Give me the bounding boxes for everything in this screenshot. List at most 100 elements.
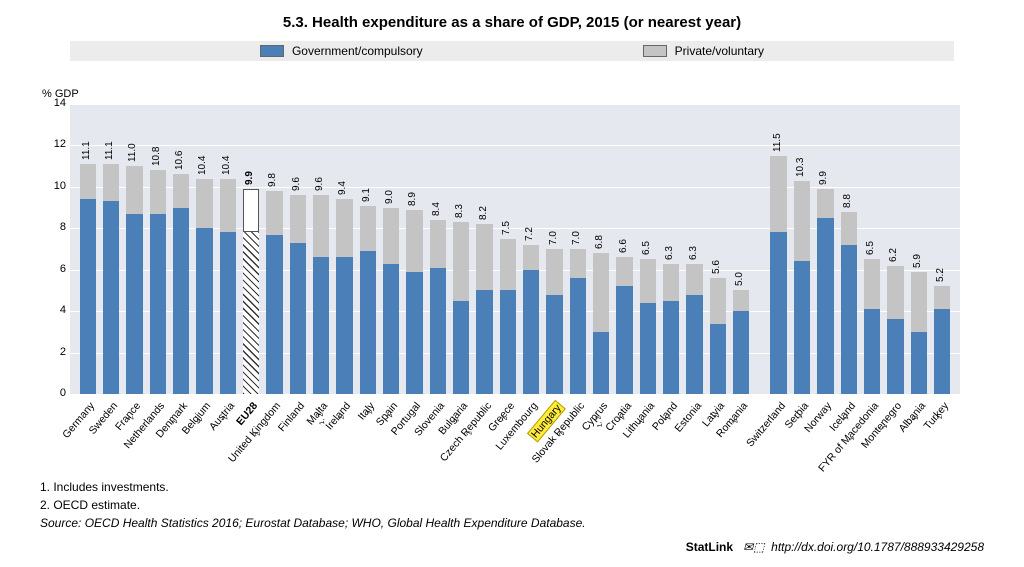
bar-column: 10.8: [150, 104, 166, 394]
bar-seg-private: [336, 199, 352, 257]
bar-seg-government: [243, 232, 259, 394]
bar-group: 7.5: [496, 104, 519, 394]
bar-seg-government: [453, 301, 469, 394]
footnote-2: 2. OECD estimate.: [40, 496, 169, 514]
bar-seg-private: [360, 206, 376, 252]
bar-value-label: 10.4: [197, 155, 208, 174]
x-label: Austria2: [207, 400, 237, 433]
bar-value-label: 8.2: [478, 206, 489, 220]
bar-value-label: 5.0: [734, 273, 745, 287]
bar-seg-government: [710, 324, 726, 394]
bar-group: 10.4: [193, 104, 216, 394]
bar-column: 6.5: [864, 104, 880, 394]
bar-seg-government: [770, 232, 786, 394]
bar-value-label: 7.5: [501, 221, 512, 235]
bar-group: 9.6: [286, 104, 309, 394]
bar-column: 10.4: [220, 104, 236, 394]
bar-value-label: 10.6: [174, 151, 185, 170]
y-tick: 12: [42, 138, 66, 150]
bar-seg-government: [887, 319, 903, 394]
bar-seg-government: [196, 228, 212, 394]
bar-group: 6.2: [884, 104, 907, 394]
bar-value-label: 5.9: [912, 254, 923, 268]
statlink[interactable]: StatLink ✉⬚ http://dx.doi.org/10.1787/88…: [686, 540, 984, 554]
bar-value-label: 11.5: [772, 133, 783, 152]
bar-seg-private: [243, 189, 259, 233]
statlink-label: StatLink: [686, 540, 733, 554]
bar-group: 11.1: [76, 104, 99, 394]
bar-value-label: 9.6: [314, 177, 325, 191]
chart-area: 11.111.111.010.810.610.410.49.99.89.69.6…: [70, 104, 960, 394]
bar-seg-private: [173, 174, 189, 207]
bar-group: 10.6: [169, 104, 192, 394]
bar-seg-government: [733, 311, 749, 394]
bar-value-label: 8.4: [431, 202, 442, 216]
bar-seg-government: [841, 245, 857, 394]
footnote-1: 1. Includes investments.: [40, 478, 169, 496]
bar-seg-private: [453, 222, 469, 301]
bar-seg-private: [150, 170, 166, 214]
bar-column: 8.8: [841, 104, 857, 394]
bar-group: 9.9: [239, 104, 262, 394]
bar-column: 6.6: [616, 104, 632, 394]
bar-seg-private: [196, 179, 212, 229]
bars-container: 11.111.111.010.810.610.410.49.99.89.69.6…: [76, 104, 954, 394]
bar-seg-private: [523, 245, 539, 270]
bar-value-label: 8.3: [454, 204, 465, 218]
bar-value-label: 9.1: [361, 188, 372, 202]
bar-value-label: 10.8: [151, 147, 162, 166]
bar-column: 7.2: [523, 104, 539, 394]
bar-seg-private: [934, 286, 950, 309]
statlink-icon: ✉⬚: [743, 540, 764, 554]
legend-label-gov: Government/compulsory: [292, 44, 423, 58]
bar-column: 9.6: [313, 104, 329, 394]
bar-group: 5.9: [907, 104, 930, 394]
bar-column: 10.3: [794, 104, 810, 394]
bar-group: 8.8: [837, 104, 860, 394]
bar-group: 9.1: [356, 104, 379, 394]
bar-seg-private: [841, 212, 857, 245]
y-tick: 0: [42, 387, 66, 399]
bar-seg-government: [686, 295, 702, 394]
bar-value-label: 9.8: [267, 173, 278, 187]
bar-group: 6.6: [613, 104, 636, 394]
bar-seg-government: [640, 303, 656, 394]
bar-seg-private: [500, 239, 516, 291]
legend-item-gov: Government/compulsory: [260, 44, 423, 58]
bar-column: 11.1: [80, 104, 96, 394]
legend-item-priv: Private/voluntary: [643, 44, 764, 58]
y-tick: 2: [42, 346, 66, 358]
bar-seg-government: [383, 264, 399, 395]
bar-group: 6.3: [683, 104, 706, 394]
bar-column: 11.0: [126, 104, 142, 394]
bar-seg-private: [640, 259, 656, 303]
bar-seg-private: [733, 290, 749, 311]
bar-seg-private: [887, 266, 903, 320]
bar-value-label: 7.0: [548, 231, 559, 245]
bar-column: 6.3: [686, 104, 702, 394]
bar-value-label: 8.8: [842, 194, 853, 208]
bar-seg-government: [500, 290, 516, 394]
bar-column: 5.2: [934, 104, 950, 394]
chart-legend: Government/compulsory Private/voluntary: [70, 41, 954, 61]
bar-seg-government: [817, 218, 833, 394]
bar-seg-government: [406, 272, 422, 394]
bar-column: 5.9: [911, 104, 927, 394]
gridline: [70, 394, 960, 395]
bar-group: 8.2: [473, 104, 496, 394]
bar-column: 10.6: [173, 104, 189, 394]
bar-group: 6.5: [636, 104, 659, 394]
bar-seg-government: [593, 332, 609, 394]
y-tick: 6: [42, 263, 66, 275]
bar-seg-private: [290, 195, 306, 243]
bar-seg-government: [336, 257, 352, 394]
bar-column: 7.0: [546, 104, 562, 394]
bar-group: 6.8: [590, 104, 613, 394]
bar-value-label: 6.3: [688, 246, 699, 260]
x-label: Turkey2: [922, 400, 952, 432]
bar-column: 5.0: [733, 104, 749, 394]
bar-column: 9.0: [383, 104, 399, 394]
swatch-gov: [260, 45, 284, 57]
bar-group: 9.8: [263, 104, 286, 394]
bar-seg-private: [686, 264, 702, 295]
